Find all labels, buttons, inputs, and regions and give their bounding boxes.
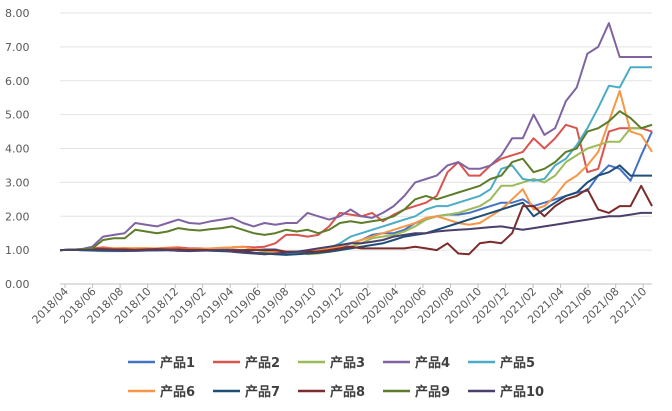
y-tick-label: 5.00 [5, 109, 30, 122]
y-tick-label: 1.00 [5, 244, 30, 257]
legend-item-10: 产品10 [468, 384, 544, 400]
legend-item-3: 产品3 [298, 355, 365, 371]
x-axis: 2018/042018/062018/082018/102018/122019/… [30, 284, 649, 326]
y-tick-label: 0.00 [5, 278, 30, 291]
y-axis-ticks: 0.00 1.00 2.00 3.00 4.00 5.00 6.00 7.00 8.00 [5, 7, 30, 291]
y-tick-label: 2.00 [5, 210, 30, 223]
legend-label: 产品10 [500, 384, 544, 400]
legend-label: 产品1 [160, 355, 195, 371]
legend-label: 产品8 [330, 384, 365, 400]
legend-item-6: 产品6 [128, 384, 195, 400]
series-lines [59, 22, 653, 256]
legend-label: 产品9 [415, 384, 450, 400]
legend-item-4: 产品4 [383, 355, 450, 371]
legend-label: 产品3 [330, 355, 365, 371]
legend-label: 产品6 [160, 384, 195, 400]
legend-item-1: 产品1 [128, 355, 195, 371]
legend-item-7: 产品7 [213, 384, 280, 400]
y-tick-label: 6.00 [5, 75, 30, 88]
y-tick-label: 3.00 [5, 176, 30, 189]
y-tick-label: 8.00 [5, 7, 30, 20]
y-tick-label: 4.00 [5, 143, 30, 156]
legend-label: 产品2 [245, 355, 280, 371]
legend-item-2: 产品2 [213, 355, 280, 371]
legend-item-8: 产品8 [298, 384, 365, 400]
series-line-1 [59, 131, 653, 253]
series-line-9 [59, 110, 653, 252]
legend-label: 产品4 [415, 355, 450, 371]
legend-item-5: 产品5 [468, 355, 535, 371]
legend-label: 产品5 [500, 355, 535, 371]
legend: 产品1 产品2 产品3 产品4 产品5 产品6 产品7 产品8 产品9 产品10 [128, 355, 544, 400]
y-tick-label: 7.00 [5, 41, 30, 54]
legend-item-9: 产品9 [383, 384, 450, 400]
series-line-4 [59, 22, 652, 252]
series-line-10 [59, 211, 652, 256]
legend-label: 产品7 [245, 384, 280, 400]
series-line-5 [59, 66, 652, 256]
